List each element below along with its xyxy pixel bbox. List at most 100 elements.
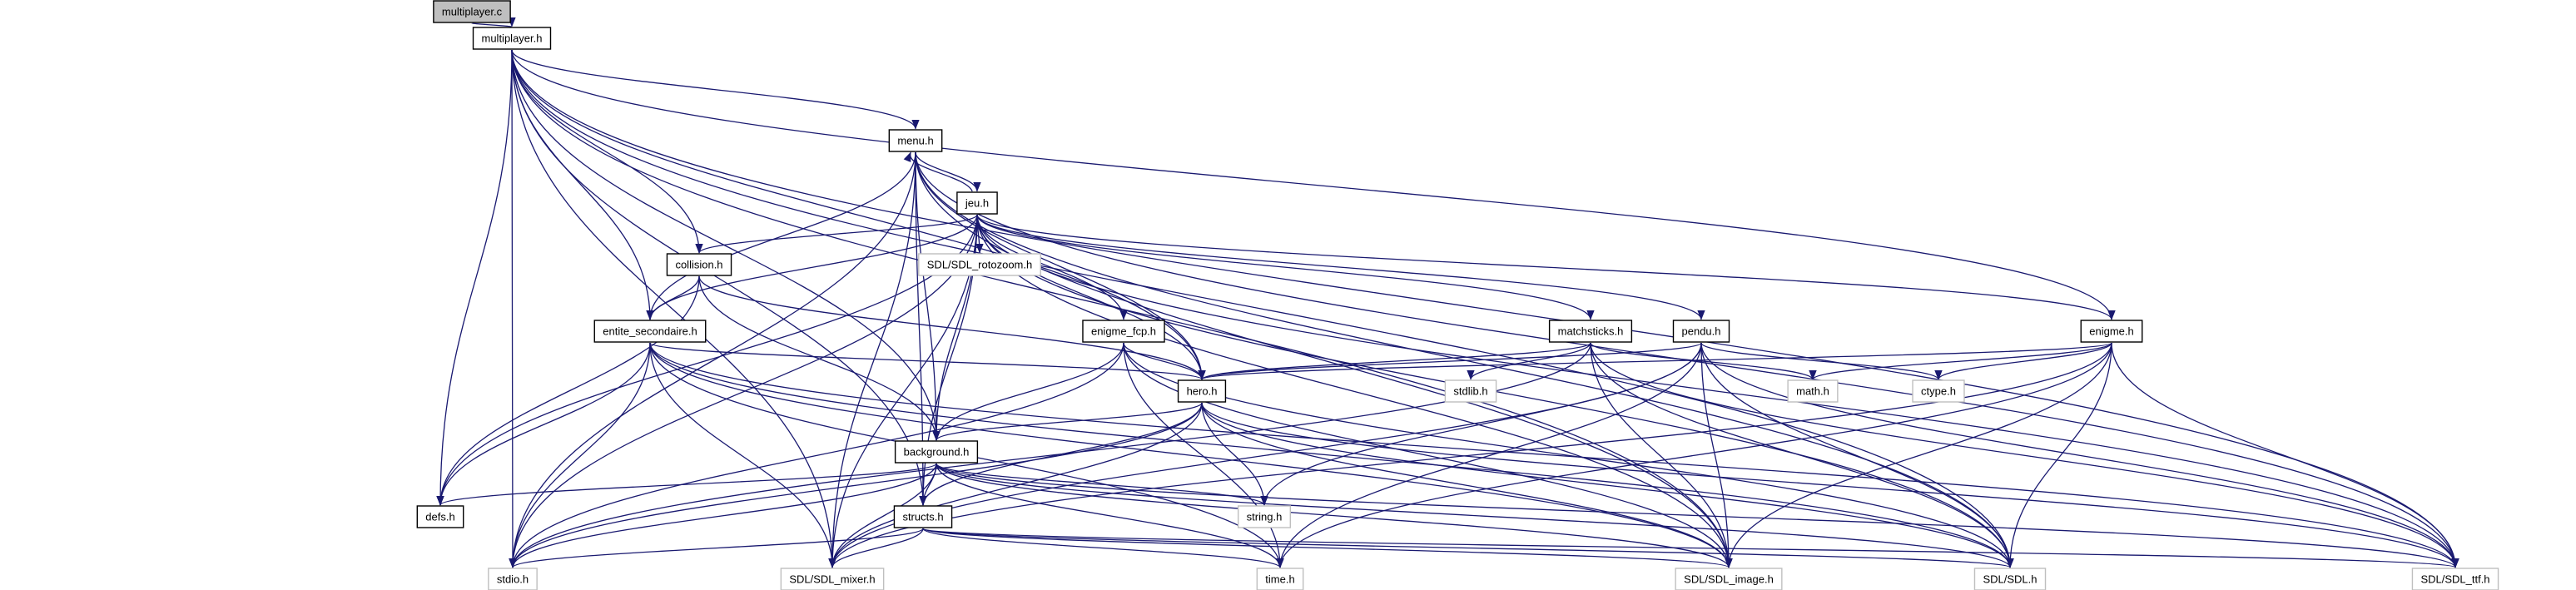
node-box bbox=[593, 320, 707, 343]
edge-pendu-h-to-image-h bbox=[1700, 342, 1733, 568]
edge-matchsticks-h-to-sdl-h bbox=[1590, 342, 2014, 568]
node-label: time.h bbox=[1265, 573, 1294, 586]
node-time-h[interactable]: time.h bbox=[1256, 568, 1304, 590]
node-label: hero.h bbox=[1187, 385, 1218, 398]
edge-entite-h-to-mixer-h bbox=[649, 342, 836, 568]
edge-enigme-h-to-hero-h bbox=[1198, 342, 2112, 380]
node-box bbox=[2411, 568, 2499, 590]
node-math-h[interactable]: math.h bbox=[1787, 379, 1839, 403]
node-box bbox=[488, 568, 538, 590]
edge-enigme-h-to-ttf-h bbox=[2111, 342, 2459, 568]
edge-multiplayer-h-to-mixer-h bbox=[511, 49, 836, 568]
node-box bbox=[894, 440, 979, 464]
node-menu-h[interactable]: menu.h bbox=[888, 129, 943, 152]
node-ttf-h[interactable]: SDL/SDL_ttf.h bbox=[2411, 568, 2499, 590]
edge-enigme-fcp-h-to-time-h bbox=[1123, 342, 1284, 568]
node-ctype-h[interactable]: ctype.h bbox=[1912, 379, 1965, 403]
edge-menu-h-to-mixer-h bbox=[828, 151, 916, 568]
node-enigme-fcp-h[interactable]: enigme_fcp.h bbox=[1082, 320, 1165, 343]
edge-matchsticks-h-to-stdio-h bbox=[509, 342, 1591, 568]
node-hero-h[interactable]: hero.h bbox=[1177, 379, 1227, 403]
node-box bbox=[918, 253, 1041, 276]
node-box bbox=[1912, 379, 1965, 403]
node-sdl-h[interactable]: SDL/SDL.h bbox=[1973, 568, 2047, 590]
node-box bbox=[433, 0, 511, 23]
node-image-h[interactable]: SDL/SDL_image.h bbox=[1675, 568, 1783, 590]
edge-multiplayer-h-to-structs-h bbox=[511, 49, 927, 506]
edge-hero-h-to-stdio-h bbox=[509, 402, 1203, 568]
edge-background-h-to-time-h bbox=[936, 463, 1284, 568]
node-label: collision.h bbox=[675, 259, 722, 271]
edge-enigme-h-to-sdl-h bbox=[2006, 342, 2112, 568]
node-label: background.h bbox=[904, 446, 970, 459]
node-string-h[interactable]: string.h bbox=[1237, 505, 1292, 528]
edge-hero-h-to-string-h bbox=[1201, 402, 1268, 506]
node-multiplayer-h[interactable]: multiplayer.h bbox=[472, 27, 552, 50]
node-label: string.h bbox=[1247, 511, 1283, 523]
edge-enigme-h-to-image-h bbox=[1725, 342, 2112, 568]
node-box bbox=[1787, 379, 1839, 403]
nodes-layer: multiplayer.c multiplayer.h menu.h jeu.h col… bbox=[416, 0, 2499, 590]
edge-jeu-h-to-image-h bbox=[976, 214, 1733, 568]
edge-hero-h-to-background-h bbox=[932, 402, 1203, 441]
edge-enigme-fcp-h-to-sdl-h bbox=[1123, 342, 2014, 568]
edge-collision-h-to-background-h bbox=[698, 275, 941, 441]
edge-menu-h-to-jeu-h bbox=[915, 151, 981, 192]
edge-jeu-h-to-collision-h bbox=[695, 214, 978, 254]
edge-jeu-h-to-menu-h bbox=[903, 151, 973, 192]
edge-pendu-h-to-ttf-h bbox=[1700, 342, 2459, 568]
edge-entite-h-to-image-h bbox=[649, 342, 1733, 568]
node-box bbox=[416, 505, 464, 528]
node-box bbox=[2080, 320, 2143, 343]
node-label: SDL/SDL_ttf.h bbox=[2420, 573, 2489, 586]
edge-entite-h-to-sdl-h bbox=[649, 342, 2014, 568]
edge-matchsticks-h-to-image-h bbox=[1590, 342, 1733, 568]
edge-entite-h-to-stdio-h bbox=[509, 342, 651, 568]
edge-multiplayer-c-to-multiplayer-h bbox=[471, 17, 515, 27]
edge-menu-h-to-background-h bbox=[915, 151, 941, 441]
node-enigme-h[interactable]: enigme.h bbox=[2080, 320, 2143, 343]
node-box bbox=[666, 253, 732, 276]
node-pendu-h[interactable]: pendu.h bbox=[1672, 320, 1730, 343]
edge-structs-h-to-image-h bbox=[922, 528, 1733, 568]
edge-entite-h-to-ttf-h bbox=[649, 342, 2459, 568]
edge-matchsticks-h-to-ttf-h bbox=[1590, 342, 2459, 568]
node-jeu-h[interactable]: jeu.h bbox=[956, 191, 998, 215]
node-rotozoom-h[interactable]: SDL/SDL_rotozoom.h bbox=[918, 253, 1041, 276]
node-box bbox=[893, 505, 953, 528]
edges-layer bbox=[436, 17, 2459, 568]
node-mixer-h[interactable]: SDL/SDL_mixer.h bbox=[780, 568, 885, 590]
edge-jeu-h-to-enigme-h bbox=[976, 214, 2116, 320]
node-label: ctype.h bbox=[1921, 385, 1956, 398]
node-box bbox=[888, 129, 943, 152]
edge-multiplayer-h-to-menu-h bbox=[511, 49, 920, 130]
edge-menu-h-to-entite-h bbox=[646, 151, 916, 320]
node-structs-h[interactable]: structs.h bbox=[893, 505, 953, 528]
node-multiplayer-c[interactable]: multiplayer.c bbox=[433, 0, 511, 23]
node-box bbox=[1256, 568, 1304, 590]
node-stdio-h[interactable]: stdio.h bbox=[488, 568, 538, 590]
node-background-h[interactable]: background.h bbox=[894, 440, 979, 464]
edge-entite-h-to-defs-h bbox=[436, 342, 651, 506]
node-matchsticks-h[interactable]: matchsticks.h bbox=[1548, 320, 1633, 343]
node-label: structs.h bbox=[902, 511, 943, 523]
node-label: multiplayer.c bbox=[442, 6, 503, 18]
edge-collision-h-to-defs-h bbox=[436, 275, 700, 506]
node-label: pendu.h bbox=[1682, 325, 1721, 338]
node-entite-h[interactable]: entite_secondaire.h bbox=[593, 320, 707, 343]
edge-background-h-to-image-h bbox=[936, 463, 1733, 568]
edge-multiplayer-h-to-stdio-h bbox=[509, 49, 517, 568]
node-box bbox=[1548, 320, 1633, 343]
edge-entite-h-to-hero-h bbox=[649, 342, 1206, 380]
node-defs-h[interactable]: defs.h bbox=[416, 505, 464, 528]
edge-hero-h-to-structs-h bbox=[919, 402, 1203, 506]
node-box bbox=[956, 191, 998, 215]
edge-structs-h-to-mixer-h bbox=[828, 528, 924, 568]
edge-pendu-h-to-hero-h bbox=[1198, 342, 1702, 380]
node-stdlib-h[interactable]: stdlib.h bbox=[1444, 379, 1497, 403]
node-collision-h[interactable]: collision.h bbox=[666, 253, 732, 276]
edge-background-h-to-sdl-h bbox=[936, 463, 2014, 568]
edge-jeu-h-to-enigme-fcp-h bbox=[976, 214, 1128, 320]
edge-background-h-to-stdio-h bbox=[509, 463, 937, 568]
node-label: defs.h bbox=[425, 511, 454, 523]
